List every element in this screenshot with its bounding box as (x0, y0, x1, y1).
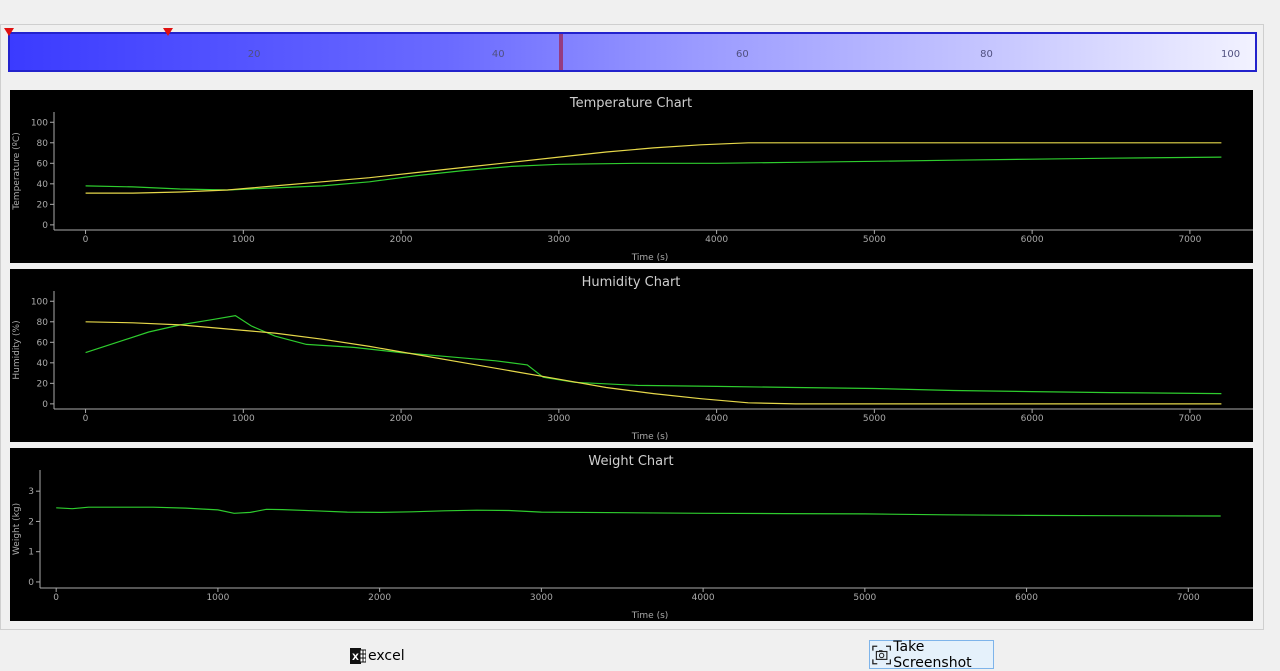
x-tick-label: 7000 (1177, 593, 1200, 603)
series-line-1 (85, 321, 1222, 405)
timeline-tick-label: 60 (735, 49, 749, 60)
x-tick-label: 7000 (1178, 414, 1201, 424)
x-tick-label: 1000 (232, 414, 255, 424)
x-tick-label: 5000 (863, 414, 886, 424)
x-axis-label: Time (s) (631, 432, 669, 442)
series-line-0 (56, 506, 1221, 517)
excel-icon: X (350, 648, 366, 664)
y-axis-label: Humidity (%) (12, 320, 22, 379)
series-line-1 (85, 142, 1222, 194)
x-tick-label: 3000 (547, 414, 570, 424)
x-tick-label: 6000 (1021, 414, 1044, 424)
excel-export-button[interactable]: X excel (350, 645, 405, 667)
x-tick-label: 2000 (390, 235, 413, 245)
y-tick-label: 80 (37, 318, 49, 328)
excel-button-label: excel (368, 648, 405, 664)
timeline-tick-label: 40 (491, 49, 505, 60)
y-axis-label: Weight (kg) (12, 503, 22, 555)
y-tick-label: 0 (42, 400, 48, 410)
svg-text:X: X (352, 653, 359, 663)
timeline-tick-label: 80 (980, 49, 993, 60)
x-axis-label: Time (s) (631, 611, 669, 621)
humidity-chart: Humidity Chart 0 1000 2000 3000 4000 5000 6000 7… (10, 269, 1253, 442)
x-tick-label: 2000 (390, 414, 413, 424)
x-tick-label: 4000 (705, 414, 728, 424)
chart-title: Humidity Chart (582, 275, 681, 290)
y-axis-label: Temperature (ºC) (12, 132, 22, 210)
screenshot-button-label: Take Screenshot (893, 638, 972, 671)
y-tick-label: 1 (28, 548, 34, 558)
x-tick-label: 0 (83, 414, 89, 424)
y-tick-label: 80 (37, 139, 49, 149)
take-screenshot-button[interactable]: Take Screenshot (869, 638, 994, 671)
x-tick-label: 4000 (705, 235, 728, 245)
timeline-tick-label: 100 (1221, 49, 1241, 60)
y-tick-label: 40 (37, 359, 49, 369)
y-tick-label: 3 (28, 487, 34, 497)
y-tick-label: 2 (28, 517, 34, 527)
x-tick-label: 0 (53, 593, 59, 603)
x-tick-label: 1000 (232, 235, 255, 245)
x-axis-label: Time (s) (631, 253, 669, 263)
y-tick-label: 60 (37, 338, 49, 348)
series-line-0 (85, 314, 1222, 395)
y-tick-label: 100 (31, 118, 48, 128)
x-tick-label: 3000 (530, 593, 553, 603)
x-tick-label: 7000 (1178, 235, 1201, 245)
weight-chart: Weight Chart 0 1000 2000 3000 4000 5000 6000 700… (10, 448, 1253, 621)
y-tick-label: 0 (28, 578, 34, 588)
screenshot-icon (872, 645, 892, 664)
temperature-chart: Temperature Chart 0 1000 2000 3000 4000 5000 60… (10, 90, 1253, 263)
x-tick-label: 4000 (692, 593, 715, 603)
y-tick-label: 20 (37, 379, 49, 389)
y-tick-label: 0 (42, 221, 48, 231)
x-tick-label: 5000 (853, 593, 876, 603)
y-tick-label: 100 (31, 297, 48, 307)
timeline-slider[interactable]: 20 40 60 80 100 (8, 32, 1257, 72)
x-tick-label: 6000 (1021, 235, 1044, 245)
timeline-tick-label: 20 (247, 49, 261, 60)
x-tick-label: 3000 (547, 235, 570, 245)
timeline-cursor[interactable] (559, 34, 564, 70)
chart-title: Temperature Chart (569, 96, 692, 111)
series-line-0 (85, 156, 1222, 191)
y-tick-label: 20 (37, 200, 49, 210)
chart-title: Weight Chart (588, 454, 673, 469)
y-tick-label: 40 (37, 180, 49, 190)
timeline-marker-start[interactable] (4, 28, 14, 36)
x-tick-label: 0 (83, 235, 89, 245)
x-tick-label: 1000 (206, 593, 229, 603)
x-tick-label: 2000 (368, 593, 391, 603)
x-tick-label: 5000 (863, 235, 886, 245)
x-tick-label: 6000 (1015, 593, 1038, 603)
timeline-marker-handle[interactable] (162, 28, 173, 36)
y-tick-label: 60 (37, 159, 49, 169)
